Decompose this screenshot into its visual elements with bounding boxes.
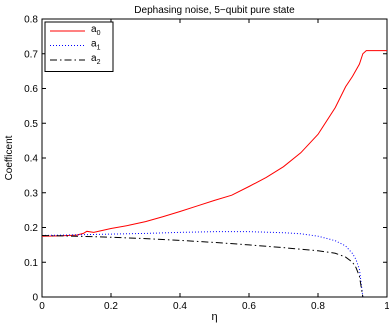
y-axis-ticks: 0 0.1 0.2 0.3 0.4 0.5 0.6 0.7 0.8 <box>24 15 387 304</box>
y-tick-label: 0.2 <box>24 223 38 234</box>
x-tick-label: 0.8 <box>311 301 325 312</box>
y-tick-label: 0.5 <box>24 119 38 130</box>
legend-label-a2: a2 <box>91 53 101 66</box>
x-tick-label: 0.2 <box>104 301 118 312</box>
legend-label-a0: a0 <box>91 24 101 37</box>
x-axis-label: η <box>211 311 217 323</box>
chart-title: Dephasing noise, 5−qubit pure state <box>134 5 295 16</box>
legend-label-a1: a1 <box>91 39 101 52</box>
y-tick-label: 0.3 <box>24 188 38 199</box>
y-tick-label: 0.8 <box>24 15 38 26</box>
y-tick-label: 0 <box>32 293 38 304</box>
x-tick-label: 0.4 <box>173 301 187 312</box>
x-tick-label: 0 <box>39 301 45 312</box>
x-tick-label: 0.6 <box>242 301 256 312</box>
legend-label-base: a <box>91 24 97 35</box>
series-line-a0 <box>41 50 387 237</box>
legend-label-subscript: 0 <box>97 30 101 37</box>
y-axis-label: Coefficent <box>4 135 15 180</box>
y-tick-label: 0.6 <box>24 84 38 95</box>
y-tick-label: 0.7 <box>24 49 38 60</box>
legend-label-base: a <box>91 39 97 50</box>
legend-label-base: a <box>91 53 97 64</box>
y-tick-label: 0.4 <box>24 154 38 165</box>
x-tick-label: 1 <box>384 301 389 312</box>
series-layer <box>41 50 387 298</box>
legend-label-subscript: 1 <box>97 45 101 52</box>
x-axis-ticks: 0 0.2 0.4 0.6 0.8 1 <box>39 19 389 312</box>
legend-label-subscript: 2 <box>97 59 101 66</box>
legend-box <box>44 21 114 72</box>
y-tick-label: 0.1 <box>24 258 38 269</box>
